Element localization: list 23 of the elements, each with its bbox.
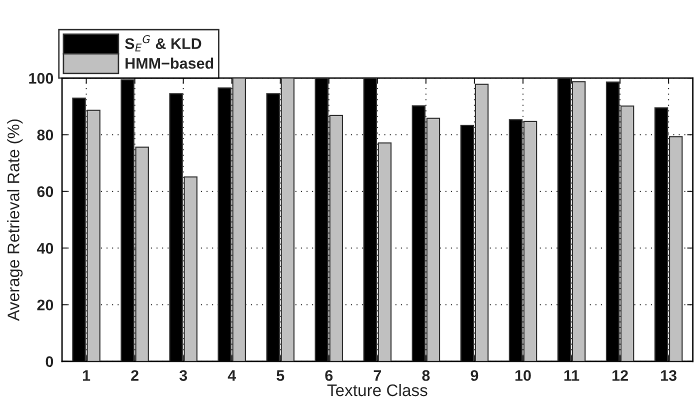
x-tick-label: 8	[422, 370, 430, 381]
x-tick-label: 9	[470, 370, 478, 381]
x-tick-label: 3	[179, 370, 188, 381]
x-tick-label: 7	[374, 370, 382, 381]
legend-label: HMM−based	[126, 58, 214, 69]
x-tick-label: 10	[515, 370, 531, 381]
y-tick-label: 40	[36, 242, 54, 254]
x-tick-label: 1	[83, 370, 90, 381]
x-tick-label: 2	[131, 370, 138, 381]
y-tick-label: 100	[29, 72, 54, 84]
x-tick-label: 5	[276, 370, 284, 381]
x-tick-label: 12	[612, 370, 628, 381]
x-tick-label: 6	[325, 370, 333, 381]
x-axis-title: Texture Class	[327, 384, 428, 396]
x-tick-label: 13	[661, 370, 676, 381]
x-tick-label: 4	[228, 370, 236, 381]
y-tick-label: 20	[37, 300, 54, 310]
y-axis-title: Average Retrieval Rate (%)	[7, 119, 23, 321]
y-tick-label: 0	[46, 356, 54, 368]
x-tick-label: 11	[564, 370, 580, 381]
y-tick-label: 60	[37, 186, 54, 198]
legend-label: S$_{E}$$^{G}$ & KLD	[125, 35, 202, 52]
y-tick-label: 80	[37, 130, 54, 140]
